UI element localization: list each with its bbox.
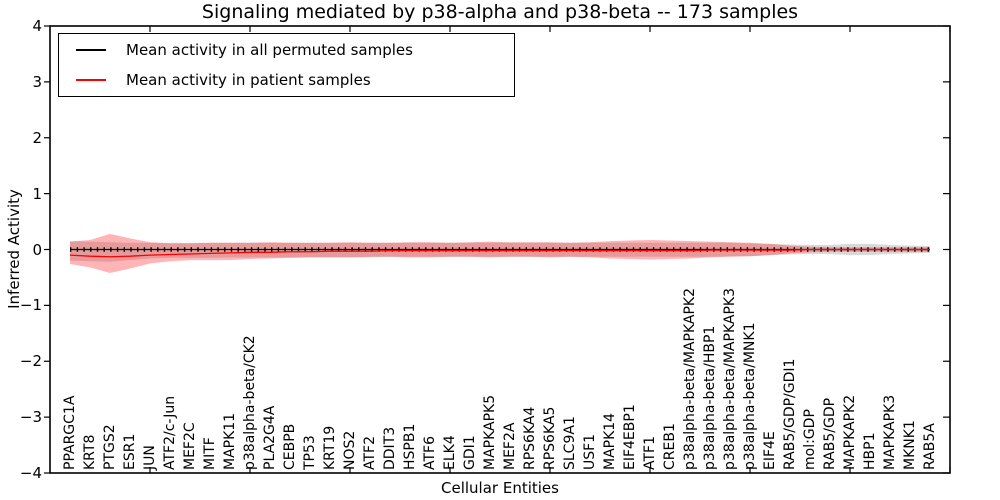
y-tick-label: −3 [19,408,42,427]
x-tick-label: p38alpha-beta/MAPKAPK2 [682,288,698,470]
x-tick-label: MAPKAPK3 [882,394,898,470]
x-tick-label: MEF2C [182,422,198,470]
x-tick-label: HBP1 [862,432,878,470]
x-tick-label: ATF6 [422,435,438,470]
x-tick-label: p38alpha-beta/MNK1 [742,322,758,471]
x-tick-label: ATF1 [642,435,658,470]
x-tick-label: NOS2 [342,430,358,470]
x-tick-label: RAB5/GDP [822,397,838,470]
x-tick-label: RPS6KA5 [542,406,558,470]
x-tick-label: CEBPB [282,423,298,470]
x-tick-label: PLA2G4A [262,405,278,470]
y-tick-label: −2 [19,352,42,371]
x-tick-label: SLC9A1 [562,416,578,470]
x-tick-label: ATF2/c-Jun [162,395,178,470]
x-tick-label: USF1 [582,433,598,470]
x-tick-label: RPS6KA4 [522,406,538,470]
x-tick-label: p38alpha-beta/HBP1 [702,325,718,470]
x-axis-label: Cellular Entities [441,479,559,497]
y-tick-label: 1 [32,184,42,203]
x-tick-label: JUN [142,445,158,470]
x-tick-label: PTGS2 [102,424,118,470]
y-tick-label: 4 [32,17,42,35]
legend-item-patient: Mean activity in patient samples [76,66,514,94]
x-tick-label: GDI1 [462,435,478,470]
x-tick-label: MAPKAPK5 [482,394,498,470]
x-tick-label: MKNK1 [902,420,918,470]
y-tick-label: −4 [19,464,42,482]
x-tick-label: TP53 [302,435,318,470]
x-tick-label: DDIT3 [382,426,398,470]
x-tick-label: mol:GDP [802,409,818,470]
x-tick-label: RAB5/GDP/GDI1 [782,358,798,470]
x-tick-label: ELK4 [442,435,458,470]
x-tick-label: p38alpha-beta/MAPKAPK3 [722,288,738,470]
x-tick-label: PPARGC1A [62,395,78,470]
x-tick-label: ESR1 [122,433,138,470]
x-tick-label: EIF4EBP1 [622,404,638,470]
x-tick-label: MAPKAPK2 [842,394,858,470]
series-line-1 [69,248,930,258]
x-tick-label: KRT19 [322,425,338,470]
legend-item-permuted: Mean activity in all permuted samples [76,36,514,64]
x-tick-label: ATF2 [362,435,378,470]
x-tick-label: CREB1 [662,423,678,470]
legend-label-permuted: Mean activity in all permuted samples [126,41,413,59]
y-tick-label: −1 [19,296,42,315]
patient-line-swatch-icon [76,79,106,81]
legend-label-patient: Mean activity in patient samples [126,71,371,89]
legend: Mean activity in all permuted samples Me… [58,33,515,97]
patient-samples-spread-band [70,233,930,273]
y-tick-label: 0 [32,240,42,259]
x-tick-label: EIF4E [762,431,778,470]
x-tick-label: MEF2A [502,422,518,470]
chart-title: Signaling mediated by p38-alpha and p38-… [201,1,799,23]
x-tick-label: KRT8 [82,434,98,470]
y-tick-label: 2 [32,128,42,147]
x-tick-label: HSPB1 [402,423,418,470]
x-tick-label: MAPK14 [602,412,618,470]
y-axis-label: Inferred Activity [5,189,23,309]
x-tick-label: MAPK11 [222,412,238,470]
x-tick-label: p38alpha-beta/CK2 [242,335,258,470]
permuted-line-swatch-icon [76,49,106,51]
x-tick-label: RAB5A [922,423,938,470]
y-tick-label: 3 [32,72,42,91]
x-tick-label: MITF [202,437,218,470]
